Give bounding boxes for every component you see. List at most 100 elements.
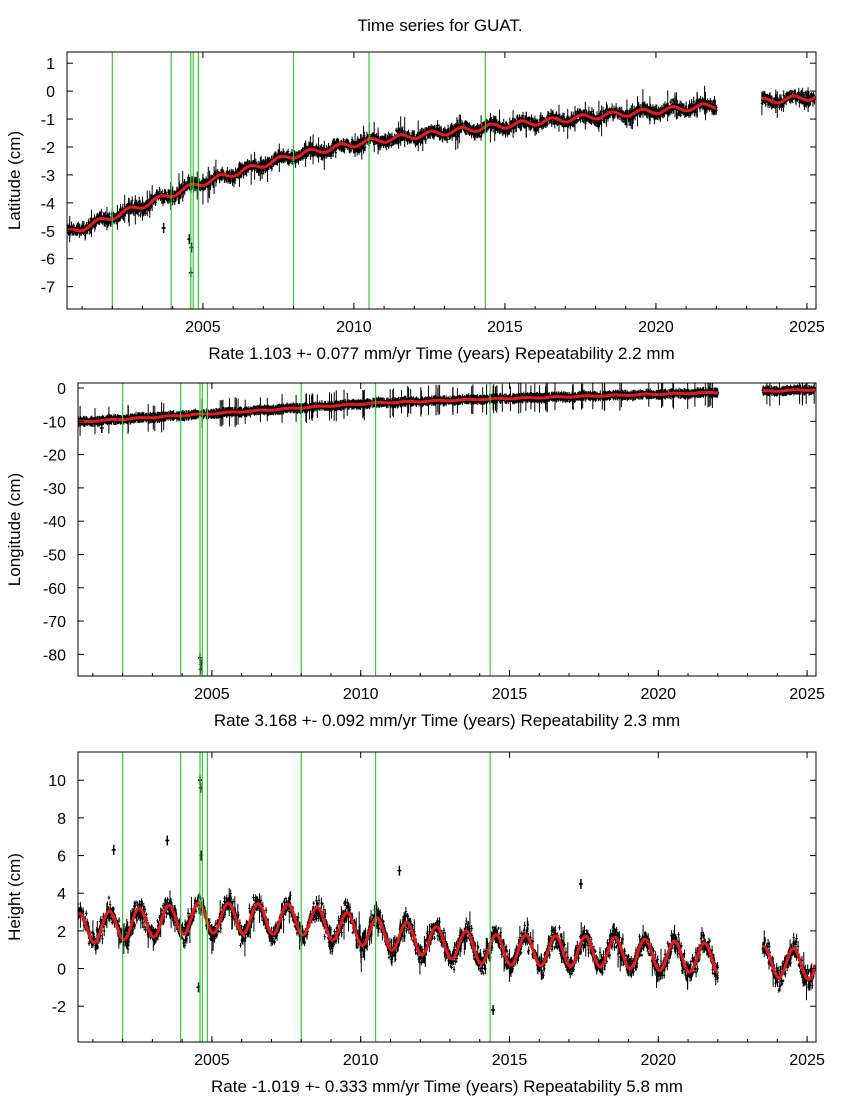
y-tick-label: -50 [43,547,66,564]
panel-longitude: 2005 2010 2015 2020 2025 0 -10 -20 -30 -40 -50 -60 -… [5,381,825,730]
y-tick-label: -5 [41,224,55,241]
y-tick-label: -60 [43,581,66,598]
rate-text: Rate -1.019 +- 0.333 mm/yr [211,1077,424,1096]
outlier-point [99,422,104,433]
observations-height-2009 [329,898,362,956]
x-tick-label: 2015 [492,686,528,703]
repeatability-text: Repeatability 5.8 mm [523,1077,683,1096]
observations-latitude-2013 [443,114,476,150]
y-tick-label: -40 [43,514,66,531]
y-tick-label: -7 [41,280,55,297]
x-tick-label: 2015 [487,319,523,336]
x-axis-caption: Rate -1.019 +- 0.333 mm/yr Time (years) … [211,1077,683,1096]
observations-height-2016 [538,925,571,981]
x-tick-label: 2025 [789,1052,825,1069]
frame-longitude [77,382,817,677]
observations-latitude-2011 [382,116,416,151]
observations-latitude-2006 [231,151,265,188]
rate-text: Rate 1.103 +- 0.077 mm/yr [208,344,415,363]
y-tick-label: 8 [57,811,66,828]
observations-latitude-2003 [141,182,174,221]
y-tick-label: 1 [46,56,55,73]
frame-height [77,751,817,1043]
y-axis-label: Latitude (cm) [5,131,24,230]
x-axis-caption: Rate 3.168 +- 0.092 mm/yr Time (years) R… [214,711,680,730]
plot-area-height [78,775,816,1015]
y-tick-label: 0 [57,962,66,979]
x-tick-label: 2015 [492,1052,528,1069]
y-tick-label: 2 [57,924,66,941]
x-axis-label: Time (years) [424,1077,524,1096]
x-axis-caption: Rate 1.103 +- 0.077 mm/yr Time (years) R… [208,344,674,363]
rate-text: Rate 3.168 +- 0.092 mm/yr [214,711,421,730]
x-tick-label: 2010 [343,1052,379,1069]
y-tick-label: -1 [41,112,55,129]
y-axis-label: Longitude (cm) [5,473,24,586]
plot-area-latitude [67,85,816,278]
outlier-point [161,222,166,233]
x-tick-label: 2025 [789,686,825,703]
observations-height-2022 [716,973,719,983]
observations-height-2012 [419,917,452,967]
repeatability-text: Repeatability 2.2 mm [515,344,675,363]
model-fit-height [78,901,816,981]
outlier-point [111,844,116,855]
panel-latitude: 2005 2010 2015 2020 2025 1 0 -1 -2 -3 -4 -5 -6 -7 Lati… [5,51,825,363]
y-tick-label: -6 [41,252,55,269]
observations-height-2013 [448,911,481,973]
observations-height-2020 [657,924,690,990]
y-tick-label: -30 [43,481,66,498]
observations-height-2019 [627,924,660,988]
outlier-point [165,835,170,846]
outlier-point [491,1004,496,1015]
observations-latitude-2012 [413,120,446,152]
y-tick-label: -2 [41,140,55,157]
x-axis-label: Time (years) [415,344,515,363]
y-tick-label: -20 [43,448,66,465]
observations-latitude-2005 [201,159,235,205]
observations-height-2007 [270,891,303,950]
outlier-point [578,878,583,889]
observations-height-2005 [210,887,243,951]
observations-height-2017 [567,922,600,979]
x-tick-label: 2020 [638,319,674,336]
observations-height-2021 [686,927,719,986]
observations-height-2018 [597,923,630,976]
y-tick-label: 4 [57,886,66,903]
figure-title: Time series for GUAT. [357,16,522,35]
observations-latitude-2002 [111,194,144,230]
observations-height-2001 [91,895,124,955]
observations-height-2011 [389,907,422,975]
plot-area-longitude [78,383,816,675]
x-tick-label: 2005 [194,686,230,703]
y-tick-label: -10 [43,414,66,431]
frame-latitude [66,51,817,310]
y-tick-label: -4 [41,196,55,213]
x-axis-label: Time (years) [421,711,521,730]
x-tick-label: 2020 [640,686,676,703]
y-tick-label: 0 [46,84,55,101]
outlier-point [397,865,402,876]
x-tick-label: 2010 [343,686,379,703]
y-tick-label: 6 [57,849,66,866]
model-fit-latitude [67,94,816,233]
observations-height-2003 [151,890,184,951]
y-tick-label: -3 [41,168,55,185]
y-tick-label: 10 [48,773,66,790]
x-tick-label: 2005 [194,1052,230,1069]
observations-latitude-2004 [171,171,205,206]
observations-latitude-2001 [80,207,114,241]
y-tick-label: 0 [57,381,66,398]
model-fit-longitude [78,388,816,423]
panel-height: 2005 2010 2015 2020 2025 10 8 6 4 2 0 -2 Height (cm)… [5,751,825,1096]
y-axis-label: Height (cm) [5,853,24,941]
y-tick-label: -70 [43,614,66,631]
x-tick-label: 2020 [640,1052,676,1069]
observations-height-2015 [508,917,541,978]
y-tick-label: -2 [52,999,66,1016]
x-tick-label: 2025 [789,319,825,336]
observations-height-2008 [300,894,333,955]
y-tick-label: -80 [43,647,66,664]
x-tick-label: 2010 [336,319,372,336]
